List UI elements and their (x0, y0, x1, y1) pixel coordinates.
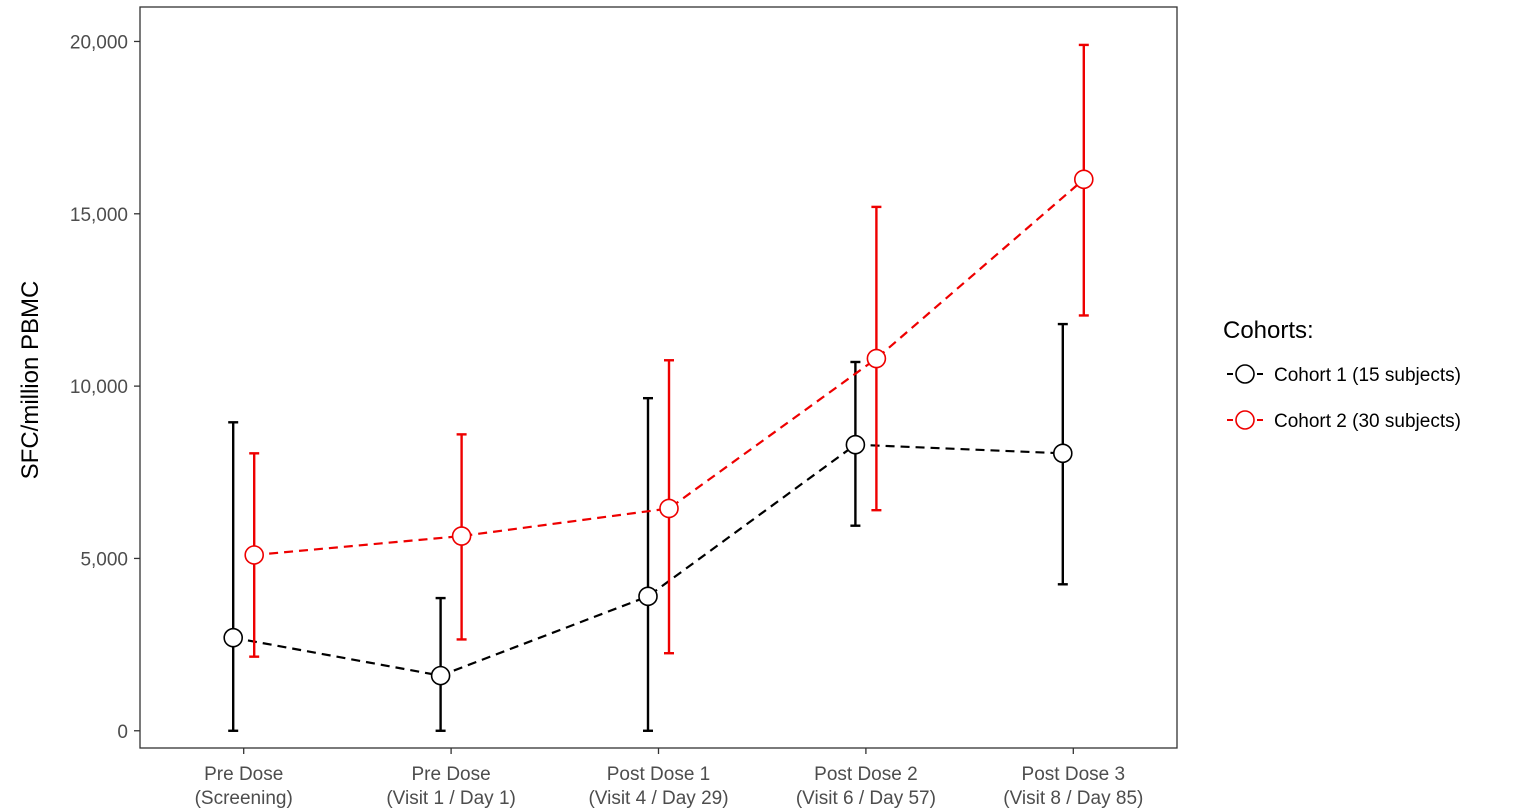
data-point (451, 526, 472, 546)
series-1 (223, 322, 1073, 732)
legend-key-marker (1235, 410, 1255, 430)
legend-title: Cohorts: (1223, 317, 1314, 344)
x-tick-label: (Visit 6 / Day 57) (796, 788, 936, 809)
series-layer (223, 43, 1094, 732)
y-axis: 0 5,000 10,000 15,000 20,000 (70, 32, 140, 743)
x-tick-label: Pre Dose (411, 764, 490, 785)
data-point (866, 348, 887, 369)
legend: Cohorts: Cohort 1 (15 subjects) Cohort 2 … (1223, 317, 1461, 432)
y-tick-label: 10,000 (70, 377, 128, 398)
x-tick-label: (Visit 8 / Day 85) (1003, 788, 1143, 809)
data-point (845, 434, 866, 455)
data-point (430, 665, 451, 686)
data-point (244, 545, 264, 565)
x-tick-label: (Screening) (195, 788, 293, 809)
x-tick-label: (Visit 4 / Day 29) (588, 788, 728, 809)
x-axis: Pre Dose (Screening) Pre Dose (Visit 1 / Da… (195, 748, 1143, 809)
series-line (254, 178, 1085, 557)
legend-items: Cohort 1 (15 subjects) Cohort 2 (30 subje… (1227, 364, 1461, 432)
x-tick-label: Post Dose 1 (607, 764, 711, 785)
y-axis-title: SFC/million PBMC (17, 281, 44, 480)
x-tick-label: Pre Dose (204, 764, 283, 785)
legend-label: Cohort 1 (15 subjects) (1274, 365, 1461, 386)
y-tick-label: 15,000 (70, 205, 128, 226)
series-2 (244, 43, 1094, 658)
x-tick-label: Post Dose 3 (1022, 764, 1126, 785)
x-tick-label: Post Dose 2 (814, 764, 918, 785)
legend-item: Cohort 2 (30 subjects) (1227, 410, 1461, 432)
y-tick-label: 5,000 (80, 549, 128, 570)
y-tick-label: 20,000 (70, 32, 128, 53)
legend-label: Cohort 2 (30 subjects) (1274, 411, 1461, 432)
data-point (1053, 443, 1073, 464)
data-point (223, 627, 243, 648)
data-point (1074, 169, 1094, 190)
data-point (659, 498, 679, 519)
legend-item: Cohort 1 (15 subjects) (1227, 364, 1461, 386)
legend-key-marker (1235, 364, 1255, 384)
plot-panel (139, 6, 1178, 749)
y-tick-label: 0 (117, 722, 128, 743)
x-tick-label: (Visit 1 / Day 1) (386, 788, 516, 809)
series-line (233, 443, 1063, 677)
data-point (638, 586, 658, 607)
